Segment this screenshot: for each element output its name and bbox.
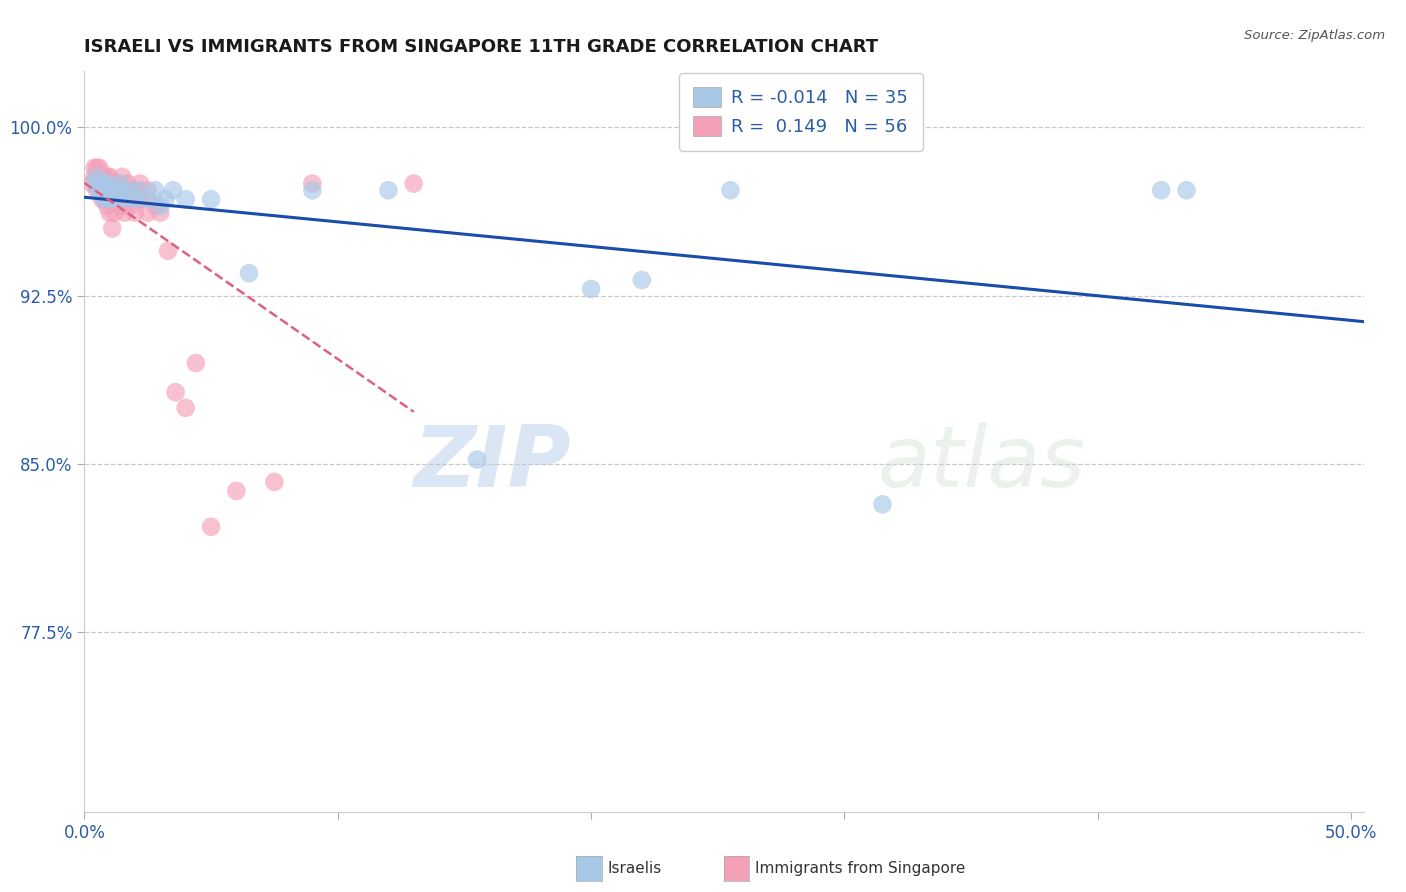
Point — [630, 273, 652, 287]
Point — [98, 183, 121, 197]
Text: ZIP: ZIP — [413, 422, 571, 505]
Point — [136, 183, 159, 197]
Point — [402, 177, 425, 191]
Point — [149, 205, 172, 219]
Point — [89, 161, 111, 175]
Point — [96, 169, 118, 184]
Point — [720, 183, 742, 197]
Point — [301, 177, 323, 191]
Point — [86, 183, 108, 197]
Point — [129, 183, 152, 197]
Point — [111, 183, 134, 197]
Point — [117, 177, 139, 191]
Point — [129, 177, 152, 191]
Point — [105, 177, 128, 191]
Point — [86, 169, 108, 184]
Point — [238, 266, 260, 280]
Point — [83, 177, 105, 191]
Point — [98, 205, 121, 219]
Text: Source: ZipAtlas.com: Source: ZipAtlas.com — [1244, 29, 1385, 43]
Point — [91, 177, 114, 191]
Point — [98, 192, 121, 206]
Point — [104, 183, 127, 197]
Point — [96, 199, 118, 213]
Point — [149, 199, 172, 213]
Point — [114, 205, 136, 219]
Point — [124, 205, 146, 219]
Point — [96, 183, 118, 197]
Point — [114, 183, 136, 197]
Point — [101, 183, 124, 197]
Point — [118, 183, 141, 197]
Point — [83, 169, 105, 184]
Point — [579, 282, 602, 296]
Point — [108, 177, 131, 191]
Point — [225, 483, 247, 498]
Point — [263, 475, 285, 489]
Point — [93, 192, 115, 206]
Point — [465, 452, 488, 467]
Point — [86, 169, 108, 184]
Legend: R = -0.014   N = 35, R =  0.149   N = 56: R = -0.014 N = 35, R = 0.149 N = 56 — [679, 73, 922, 151]
Point — [104, 177, 127, 191]
Point — [118, 199, 141, 213]
Point — [1150, 183, 1173, 197]
Point — [124, 192, 146, 206]
Point — [93, 177, 115, 191]
Point — [101, 221, 124, 235]
Point — [165, 385, 187, 400]
Point — [105, 192, 128, 206]
Point — [155, 192, 177, 206]
Point — [86, 161, 108, 175]
Point — [111, 169, 134, 184]
Point — [93, 192, 115, 206]
Point — [174, 401, 197, 415]
Point — [91, 192, 114, 206]
Point — [89, 183, 111, 197]
Point — [83, 161, 105, 175]
Point — [174, 192, 197, 206]
Point — [98, 169, 121, 184]
Point — [111, 199, 134, 213]
Point — [136, 192, 159, 206]
Point — [143, 183, 166, 197]
Point — [184, 356, 207, 370]
Point — [98, 177, 121, 191]
Point — [1175, 183, 1198, 197]
Point — [301, 183, 323, 197]
Point — [117, 192, 139, 206]
Point — [200, 192, 222, 206]
Point — [96, 183, 118, 197]
Point — [80, 177, 103, 191]
Point — [104, 205, 127, 219]
Point — [200, 520, 222, 534]
Point — [89, 169, 111, 184]
Point — [98, 192, 121, 206]
Point — [124, 183, 146, 197]
Point — [118, 183, 141, 197]
Point — [96, 177, 118, 191]
Point — [105, 192, 128, 206]
Point — [129, 192, 152, 206]
Point — [121, 183, 143, 197]
Point — [156, 244, 179, 258]
Point — [377, 183, 399, 197]
Point — [136, 205, 159, 219]
Point — [93, 177, 115, 191]
Point — [108, 183, 131, 197]
Point — [89, 183, 111, 197]
Point — [111, 183, 134, 197]
Point — [91, 187, 114, 202]
Text: ISRAELI VS IMMIGRANTS FROM SINGAPORE 11TH GRADE CORRELATION CHART: ISRAELI VS IMMIGRANTS FROM SINGAPORE 11T… — [84, 38, 879, 56]
Point — [93, 169, 115, 184]
Text: Immigrants from Singapore: Immigrants from Singapore — [755, 862, 966, 876]
Point — [143, 199, 166, 213]
Point — [91, 169, 114, 184]
Text: atlas: atlas — [877, 422, 1085, 505]
Text: Israelis: Israelis — [607, 862, 662, 876]
Point — [114, 192, 136, 206]
Point — [162, 183, 184, 197]
Point — [872, 497, 894, 511]
